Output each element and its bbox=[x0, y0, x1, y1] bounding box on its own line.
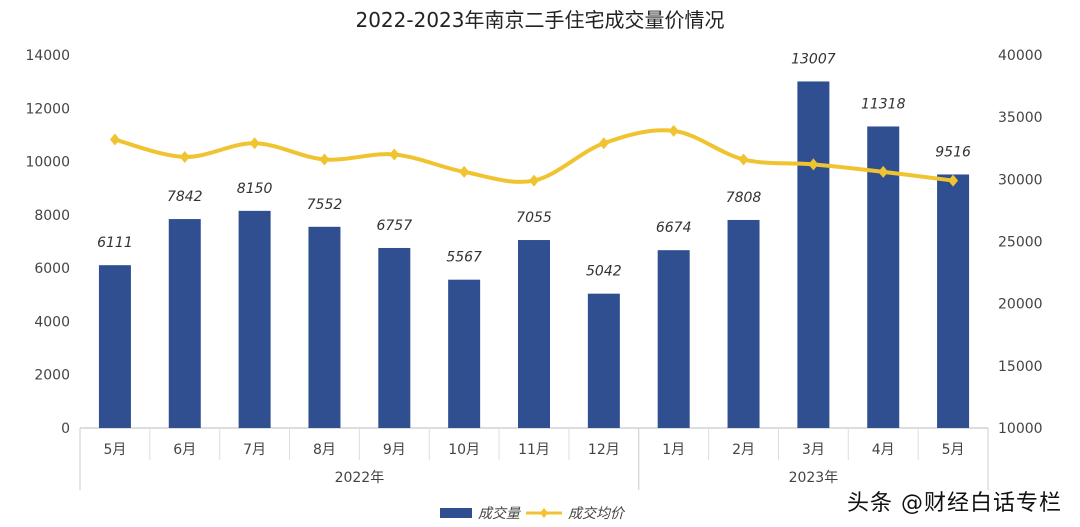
bar bbox=[448, 279, 481, 428]
x-axis-tick: 3月 bbox=[802, 442, 825, 458]
price-marker bbox=[878, 165, 889, 178]
left-axis-tick: 12000 bbox=[25, 101, 70, 117]
right-axis-tick: 15000 bbox=[998, 359, 1043, 375]
right-axis-tick: 35000 bbox=[998, 110, 1043, 126]
bar bbox=[587, 293, 620, 428]
legend-bar-swatch bbox=[440, 508, 472, 518]
chart-title: 2022-2023年南京二手住宅成交量价情况 bbox=[355, 8, 725, 32]
right-axis-tick: 25000 bbox=[998, 235, 1043, 251]
legend-bar-label: 成交量 bbox=[478, 506, 522, 522]
watermark: 头条 @财经白话专栏 bbox=[847, 491, 1062, 516]
price-marker bbox=[598, 137, 609, 150]
left-axis-tick: 6000 bbox=[34, 261, 70, 277]
price-marker bbox=[808, 158, 819, 171]
price-marker bbox=[529, 174, 539, 187]
price-marker bbox=[109, 133, 120, 146]
x-axis-tick: 4月 bbox=[872, 442, 895, 458]
price-marker bbox=[459, 165, 470, 178]
legend-line-marker bbox=[540, 508, 548, 518]
bar-data-label: 6674 bbox=[656, 220, 692, 236]
price-marker bbox=[668, 124, 679, 137]
year-label: 2022年 bbox=[335, 470, 385, 486]
bar bbox=[937, 174, 970, 428]
bar bbox=[518, 240, 550, 428]
price-marker bbox=[738, 153, 749, 166]
left-axis-tick: 10000 bbox=[25, 155, 70, 171]
bar-data-label: 5042 bbox=[586, 264, 622, 280]
x-axis-tick: 11月 bbox=[518, 442, 550, 458]
legend-line-label: 成交均价 bbox=[568, 506, 626, 522]
bar-data-label: 9516 bbox=[935, 144, 971, 160]
x-axis-tick: 8月 bbox=[313, 442, 336, 458]
year-label: 2023年 bbox=[789, 470, 839, 486]
bar-data-label: 6111 bbox=[97, 235, 133, 251]
bar-data-label: 8150 bbox=[237, 181, 273, 197]
bar bbox=[308, 226, 341, 428]
left-axis-tick: 0 bbox=[61, 421, 70, 437]
bar-data-label: 6757 bbox=[376, 218, 412, 234]
price-marker bbox=[948, 174, 959, 187]
bar bbox=[727, 219, 760, 428]
bar bbox=[98, 265, 131, 428]
price-marker bbox=[249, 137, 260, 150]
x-axis-tick: 12月 bbox=[588, 442, 620, 458]
bar-data-label: 5567 bbox=[446, 250, 482, 266]
x-axis-tick: 6月 bbox=[173, 442, 196, 458]
x-axis-tick: 5月 bbox=[103, 442, 126, 458]
bar bbox=[378, 247, 411, 428]
price-marker bbox=[179, 150, 190, 163]
right-axis-tick: 10000 bbox=[998, 421, 1043, 437]
right-axis-tick: 20000 bbox=[998, 297, 1043, 313]
x-axis-tick: 7月 bbox=[243, 442, 266, 458]
bar bbox=[168, 219, 201, 428]
x-axis-tick: 1月 bbox=[662, 442, 685, 458]
x-axis-tick: 2月 bbox=[732, 442, 755, 458]
bar bbox=[657, 250, 690, 428]
bar bbox=[797, 81, 830, 428]
bar-data-label: 11318 bbox=[861, 96, 906, 112]
bar-data-label: 7842 bbox=[167, 189, 203, 205]
left-axis-tick: 8000 bbox=[34, 208, 70, 224]
bar-data-label: 13007 bbox=[791, 51, 836, 67]
left-axis-tick: 4000 bbox=[34, 314, 70, 330]
price-marker bbox=[389, 148, 400, 161]
x-axis-tick: 9月 bbox=[383, 442, 406, 458]
right-axis-tick: 30000 bbox=[998, 172, 1043, 188]
x-axis-tick: 10月 bbox=[448, 442, 480, 458]
price-marker bbox=[319, 153, 330, 166]
bar bbox=[238, 210, 271, 428]
x-axis-tick: 5月 bbox=[942, 442, 965, 458]
left-axis-tick: 2000 bbox=[34, 368, 70, 384]
bar-data-label: 7808 bbox=[726, 190, 762, 206]
left-axis-tick: 14000 bbox=[25, 48, 70, 64]
bar-data-label: 7552 bbox=[307, 197, 343, 213]
bar-data-label: 7055 bbox=[516, 210, 552, 226]
right-axis-tick: 40000 bbox=[998, 48, 1043, 64]
